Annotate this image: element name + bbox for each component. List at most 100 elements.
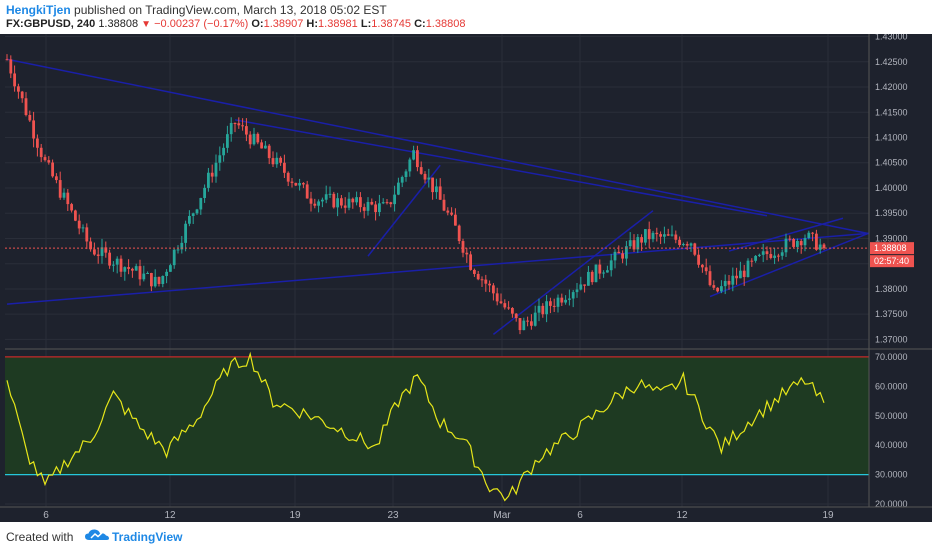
candle-body (332, 193, 336, 208)
tradingview-brand[interactable]: TradingView (112, 530, 183, 544)
candle-body (457, 225, 461, 242)
candle-body (123, 267, 127, 272)
tradingview-cloud-icon (85, 529, 109, 540)
candle-body (564, 299, 567, 303)
candle-body (701, 264, 704, 268)
candle-body (378, 203, 381, 213)
rsi-axis[interactable]: 70.0000 60.0000 50.0000 40.0000 30.0000 20.00… (875, 352, 908, 509)
candle-body (279, 157, 282, 163)
candle-body (442, 199, 446, 211)
candle-body (613, 251, 617, 261)
candle-body (537, 305, 541, 313)
candle-body (682, 244, 685, 246)
candle-body (290, 181, 294, 183)
candle-body (286, 172, 290, 182)
candle-body (404, 171, 408, 178)
candle-body (267, 145, 271, 159)
price-tick-label: 1.43000 (875, 34, 908, 42)
candle-body (66, 192, 70, 205)
trendline (6, 227, 931, 305)
candle-body (218, 155, 222, 163)
candle-body (393, 194, 396, 205)
candle-body (727, 280, 731, 285)
candle-body (507, 307, 510, 309)
current-price-label: 1.38808 (874, 243, 907, 253)
price-tick-label: 1.38000 (875, 284, 908, 294)
candle-body (435, 186, 438, 193)
candle-body (583, 284, 586, 286)
candle-body (195, 209, 199, 214)
high-value: 1.38981 (318, 18, 358, 30)
candle-body (647, 229, 651, 240)
candle-body (625, 246, 628, 259)
candle-body (590, 271, 594, 283)
candle-body (309, 198, 313, 204)
candle-body (355, 197, 358, 203)
candle-body (556, 297, 560, 307)
candle-body (85, 227, 89, 242)
candle-body (818, 244, 822, 250)
candle-body (370, 201, 374, 205)
candle-body (157, 276, 161, 284)
symbol-label: FX:GBPUSD, 240 (6, 18, 96, 30)
candle-body (321, 199, 324, 202)
candle-body (598, 264, 602, 274)
candle-body (199, 198, 203, 210)
candle-body (769, 254, 773, 258)
candle-body (115, 258, 119, 265)
candle-body (127, 267, 130, 269)
candle-body (454, 214, 457, 226)
candle-body (431, 177, 434, 193)
time-axis[interactable]: 6 12 19 23 Mar 6 12 19 (0, 506, 932, 521)
candle-body (685, 244, 689, 246)
candle-body (780, 252, 784, 256)
candle-body (674, 234, 678, 240)
candle-body (17, 86, 20, 92)
candle-body (450, 212, 453, 215)
candle-body (545, 301, 548, 315)
candle-body (165, 271, 168, 276)
candle-body (514, 313, 518, 319)
candle-body (560, 297, 564, 303)
candle-body (579, 284, 583, 290)
candle-body (663, 234, 666, 237)
trendline (234, 119, 768, 217)
candle-body (340, 198, 343, 206)
candle-body (188, 215, 191, 224)
candle-body (799, 241, 803, 246)
candle-body (473, 269, 476, 274)
candle-body (784, 238, 788, 253)
author-link[interactable]: HengkiTjen (6, 3, 71, 17)
candle-body (119, 258, 123, 272)
rsi-tick-label: 30.0000 (875, 470, 908, 480)
candles (5, 54, 826, 335)
candle-body (77, 220, 81, 229)
candle-body (678, 239, 681, 246)
rsi-line (6, 351, 825, 502)
candle-body (359, 197, 362, 208)
candle-body (750, 260, 754, 262)
candle-body (571, 292, 575, 299)
candle-body (499, 301, 503, 304)
candle-body (146, 272, 149, 274)
candle-body (36, 138, 39, 148)
candle-body (93, 249, 96, 255)
candle-body (39, 147, 43, 158)
candle-body (222, 147, 225, 156)
candle-body (264, 145, 267, 149)
price-tick-label: 1.40000 (875, 183, 908, 193)
candle-body (351, 198, 355, 203)
candle-body (43, 157, 47, 161)
candle-body (651, 232, 655, 240)
candle-body (271, 158, 275, 165)
price-chart[interactable]: 1.43000 1.42500 1.42000 1.41500 1.41000 1.405… (0, 34, 932, 522)
down-triangle-icon: ▼ (141, 19, 152, 30)
candle-body (138, 266, 142, 280)
candle-body (628, 240, 632, 247)
candle-body (503, 303, 507, 308)
candle-body (245, 126, 248, 135)
candle-body (24, 98, 28, 116)
low-value: 1.38745 (371, 18, 412, 30)
candle-body (461, 241, 465, 253)
open-value: 1.38907 (263, 18, 304, 30)
